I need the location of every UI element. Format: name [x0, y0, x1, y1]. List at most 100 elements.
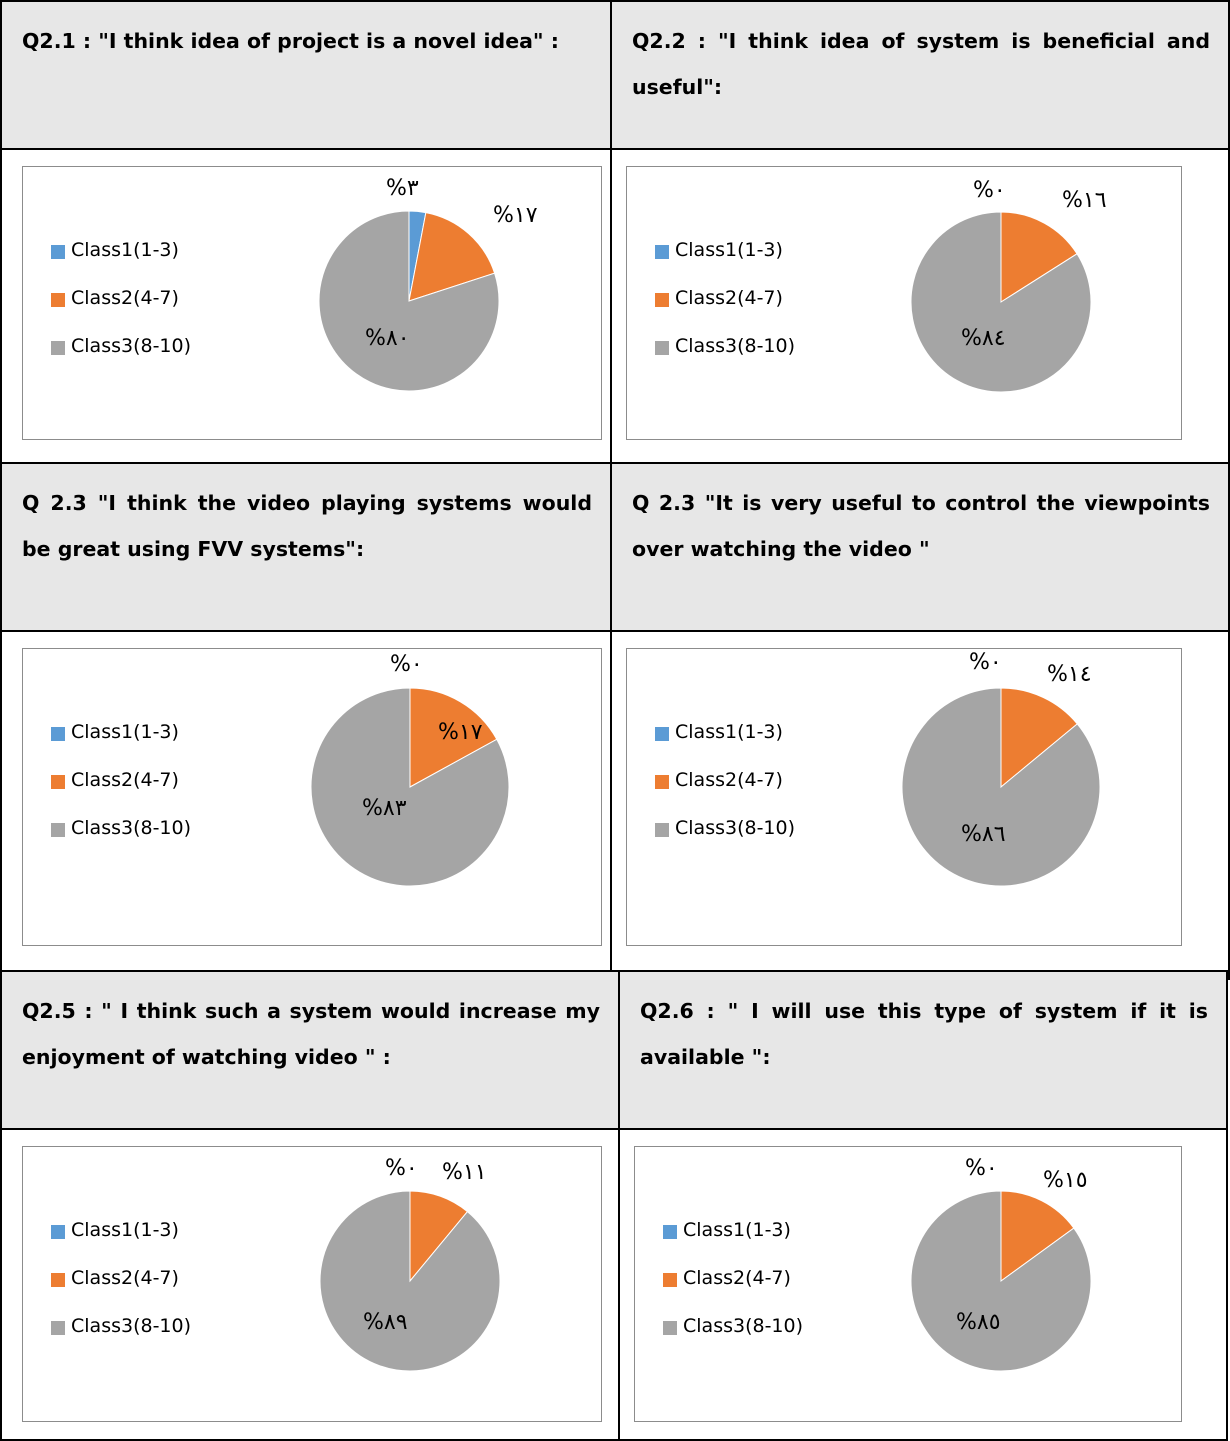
legend-swatch-class3: [655, 823, 669, 837]
slice-data-label: %١٥: [1043, 1168, 1088, 1193]
pie-slice-class3: [319, 1190, 501, 1372]
question-title: Q2.1 : "I think idea of project is a nov…: [22, 29, 559, 53]
legend-swatch-class3: [51, 823, 65, 837]
chart-cell-q2-5: Class1(1-3) Class2(4-7) Class3(8-10) %٠%…: [0, 1128, 620, 1441]
legend-label: Class1(1-3): [71, 239, 179, 261]
legend-swatch-class1: [51, 727, 65, 741]
question-title: Q 2.3 "It is very useful to control the …: [632, 491, 1210, 561]
legend-item-class3: Class3(8-10): [655, 817, 795, 865]
pie-chart-q2-1: Class1(1-3) Class2(4-7) Class3(8-10) %٣%…: [22, 166, 602, 440]
chart-legend: Class1(1-3) Class2(4-7) Class3(8-10): [655, 721, 795, 865]
legend-swatch-class3: [663, 1321, 677, 1335]
slice-data-label: %١٧: [438, 720, 483, 745]
slice-data-label: %٠: [965, 1156, 998, 1181]
question-title: Q 2.3 "I think the video playing systems…: [22, 491, 592, 561]
pie-svg: %٠ %١٦ %٨٤: [910, 178, 1107, 393]
chart-legend: Class1(1-3) Class2(4-7) Class3(8-10): [663, 1219, 803, 1363]
legend-item-class3: Class3(8-10): [51, 817, 191, 865]
pie-slice-class2: [408, 212, 496, 302]
slice-data-label: %٣: [386, 176, 419, 201]
legend-label: Class1(1-3): [71, 721, 179, 743]
legend-item-class3: Class3(8-10): [655, 335, 795, 383]
question-title: Q2.6 : " I will use this type of system …: [640, 999, 1208, 1069]
legend-item-class1: Class1(1-3): [51, 239, 191, 287]
legend-swatch-class2: [655, 775, 669, 789]
pie-svg: %٠ %١٥ %٨٥: [910, 1156, 1092, 1372]
legend-swatch-class2: [655, 293, 669, 307]
chart-legend: Class1(1-3) Class2(4-7) Class3(8-10): [51, 721, 191, 865]
slice-data-label: %١٧: [493, 203, 538, 228]
pie-chart-q2-3b: Class1(1-3) Class2(4-7) Class3(8-10) %٠%…: [626, 648, 1182, 946]
chart-cell-q2-3b: Class1(1-3) Class2(4-7) Class3(8-10) %٠%…: [610, 630, 1230, 980]
legend-label: Class1(1-3): [683, 1219, 791, 1241]
slice-data-label: %٨٣: [362, 796, 407, 821]
pie-slice-class3: [901, 687, 1101, 887]
legend-label: Class3(8-10): [71, 817, 192, 839]
slice-data-label: %٨٩: [363, 1310, 408, 1335]
pie-svg: %٠ %١٧ %٨٣: [310, 652, 510, 887]
chart-legend: Class1(1-3) Class2(4-7) Class3(8-10): [51, 1219, 191, 1363]
legend-swatch-class1: [51, 1225, 65, 1239]
legend-swatch-class3: [51, 341, 65, 355]
legend-label: Class1(1-3): [675, 239, 783, 261]
question-header-q2-6: Q2.6 : " I will use this type of system …: [618, 970, 1228, 1130]
legend-item-class2: Class2(4-7): [51, 1267, 191, 1315]
legend-label: Class1(1-3): [675, 721, 783, 743]
legend-item-class3: Class3(8-10): [51, 335, 191, 383]
question-header-q2-1: Q2.1 : "I think idea of project is a nov…: [0, 0, 612, 150]
legend-item-class1: Class1(1-3): [655, 239, 795, 287]
question-header-q2-2: Q2.2 : "I think idea of system is benefi…: [610, 0, 1230, 150]
pie-svg: %٠ %١٤ %٨٦: [901, 650, 1101, 887]
slice-data-label: %١٤: [1047, 662, 1092, 687]
legend-label: Class3(8-10): [683, 1315, 804, 1337]
slice-data-label: %٨٤: [961, 326, 1006, 351]
legend-item-class1: Class1(1-3): [663, 1219, 803, 1267]
legend-item-class2: Class2(4-7): [51, 287, 191, 335]
slice-data-label: %١٦: [1062, 188, 1107, 213]
pie-slice-class2: [409, 687, 498, 788]
question-header-q2-5: Q2.5 : " I think such a system would inc…: [0, 970, 620, 1130]
legend-label: Class2(4-7): [71, 769, 179, 791]
pie-slice-class3: [318, 210, 500, 392]
legend-label: Class3(8-10): [675, 335, 796, 357]
legend-item-class1: Class1(1-3): [51, 721, 191, 769]
legend-label: Class2(4-7): [675, 769, 783, 791]
legend-label: Class2(4-7): [675, 287, 783, 309]
question-header-q2-3a: Q 2.3 "I think the video playing systems…: [0, 462, 612, 632]
legend-item-class1: Class1(1-3): [51, 1219, 191, 1267]
legend-label: Class2(4-7): [71, 287, 179, 309]
legend-swatch-class3: [655, 341, 669, 355]
legend-label: Class3(8-10): [71, 335, 192, 357]
chart-legend: Class1(1-3) Class2(4-7) Class3(8-10): [655, 239, 795, 383]
legend-swatch-class3: [51, 1321, 65, 1335]
legend-item-class3: Class3(8-10): [663, 1315, 803, 1363]
legend-label: Class1(1-3): [71, 1219, 179, 1241]
pie-slice-class3: [910, 1190, 1092, 1372]
legend-swatch-class2: [663, 1273, 677, 1287]
legend-swatch-class2: [51, 775, 65, 789]
legend-swatch-class1: [663, 1225, 677, 1239]
slice-data-label: %٨٠: [365, 326, 410, 351]
pie-svg: %٠ %١١ %٨٩: [319, 1156, 501, 1372]
legend-swatch-class2: [51, 293, 65, 307]
pie-chart-q2-5: Class1(1-3) Class2(4-7) Class3(8-10) %٠%…: [22, 1146, 602, 1422]
chart-cell-q2-2: Class1(1-3) Class2(4-7) Class3(8-10) %٠%…: [610, 148, 1230, 464]
question-title: Q2.2 : "I think idea of system is benefi…: [632, 29, 1210, 99]
chart-cell-q2-6: Class1(1-3) Class2(4-7) Class3(8-10) %٠%…: [618, 1128, 1228, 1441]
slice-data-label: %٠: [973, 178, 1006, 203]
legend-item-class2: Class2(4-7): [663, 1267, 803, 1315]
legend-label: Class2(4-7): [71, 1267, 179, 1289]
pie-slice-class3: [310, 687, 510, 887]
legend-swatch-class1: [655, 727, 669, 741]
slice-data-label: %٠: [390, 652, 423, 677]
pie-chart-q2-6: Class1(1-3) Class2(4-7) Class3(8-10) %٠%…: [634, 1146, 1182, 1422]
question-header-q2-3b: Q 2.3 "It is very useful to control the …: [610, 462, 1230, 632]
pie-slice-class2: [1000, 687, 1078, 789]
legend-label: Class3(8-10): [71, 1315, 192, 1337]
slice-data-label: %٨٦: [961, 822, 1006, 847]
legend-label: Class3(8-10): [675, 817, 796, 839]
legend-swatch-class1: [51, 245, 65, 259]
legend-item-class3: Class3(8-10): [51, 1315, 191, 1363]
pie-chart-q2-2: Class1(1-3) Class2(4-7) Class3(8-10) %٠%…: [626, 166, 1182, 440]
chart-cell-q2-3a: Class1(1-3) Class2(4-7) Class3(8-10) %٠%…: [0, 630, 612, 980]
